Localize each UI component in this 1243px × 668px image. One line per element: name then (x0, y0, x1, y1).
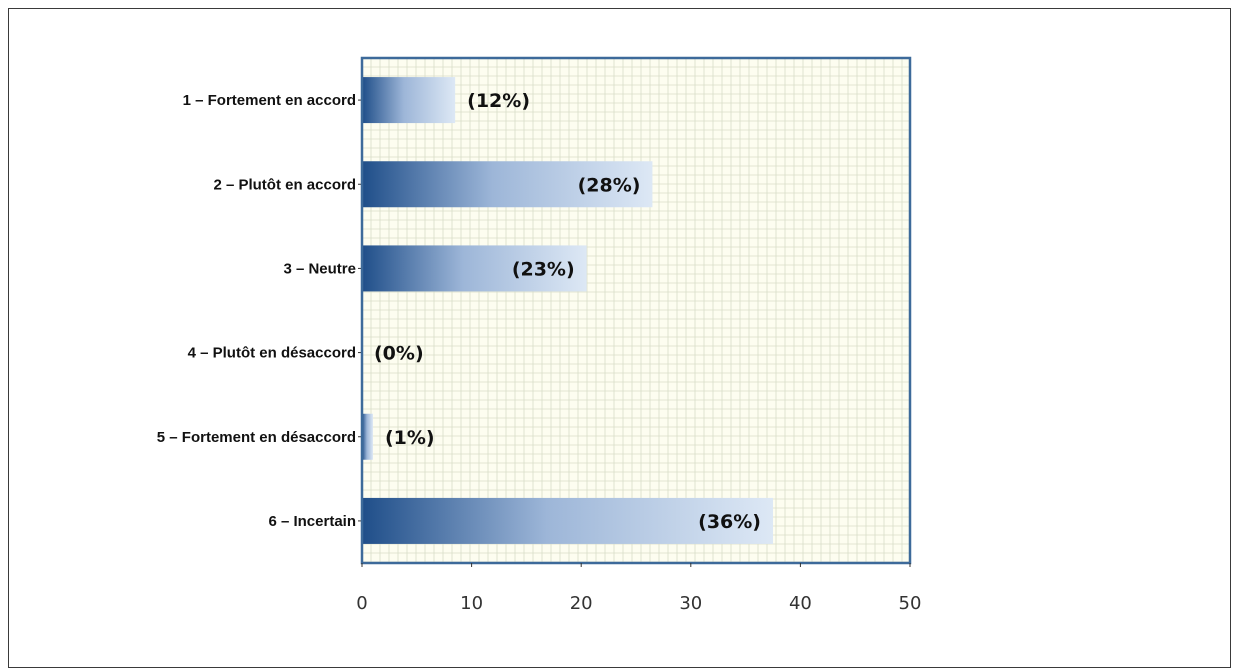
axes (358, 56, 912, 567)
plot-border (360, 56, 912, 565)
category-label: 6 – Incertain (268, 513, 356, 530)
category-label: 1 – Fortement en accord (183, 92, 356, 109)
data-label: (28%) (578, 174, 641, 196)
category-label: 5 – Fortement en désaccord (157, 429, 356, 446)
bar (362, 77, 456, 124)
data-label: (12%) (467, 90, 530, 112)
data-label: (0%) (374, 343, 424, 365)
data-label: (1%) (385, 427, 435, 449)
plot-area (362, 58, 910, 563)
x-tick-label: 20 (570, 593, 593, 614)
category-label: 4 – Plutôt en désaccord (188, 345, 356, 362)
plot-background (362, 58, 910, 563)
data-label: (23%) (512, 258, 575, 280)
category-label: 2 – Plutôt en accord (213, 176, 356, 193)
data-label: (36%) (698, 511, 761, 533)
category-label: 3 – Neutre (283, 260, 356, 277)
x-tick-label: 10 (460, 593, 483, 614)
bar (362, 245, 587, 292)
bar (362, 413, 373, 460)
x-tick-label: 40 (789, 593, 812, 614)
bar-chart: 1 – Fortement en accord (12%) 2 – Plutôt e… (157, 56, 922, 614)
x-tick-label: 30 (679, 593, 702, 614)
x-tick-label: 0 (356, 593, 367, 614)
labels: 1 – Fortement en accord (12%) 2 – Plutôt e… (157, 90, 922, 614)
bar (362, 161, 653, 208)
bar (362, 497, 773, 544)
bars (362, 77, 773, 544)
x-tick-label: 50 (899, 593, 922, 614)
